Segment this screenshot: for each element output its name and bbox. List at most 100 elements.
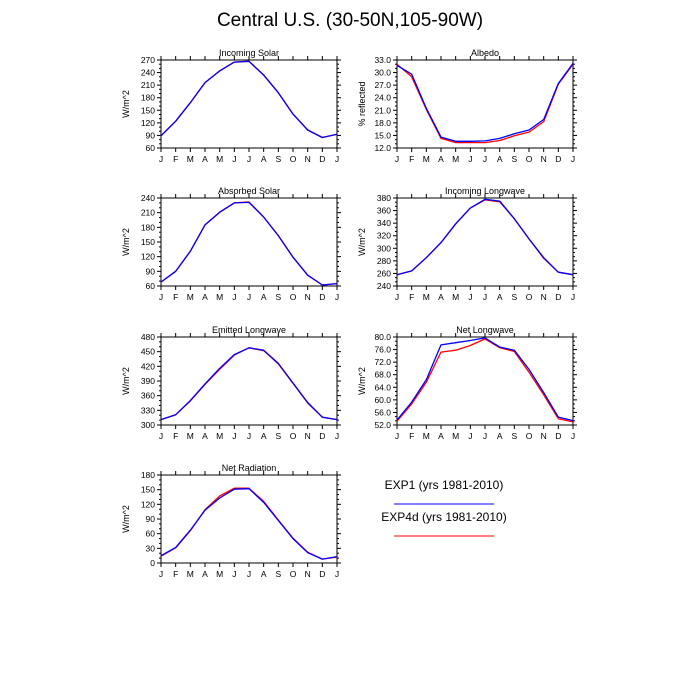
x-tick-label: J: [247, 292, 251, 302]
x-tick-label: M: [216, 292, 223, 302]
x-tick-label: J: [468, 154, 472, 164]
x-tick-label: J: [571, 292, 575, 302]
y-tick-label: 180: [141, 470, 155, 480]
y-tick-label: 60: [146, 143, 156, 153]
x-tick-label: S: [275, 569, 281, 579]
series-line-blue: [396, 63, 574, 142]
y-tick-label: 120: [141, 118, 155, 128]
x-tick-label: O: [526, 431, 533, 441]
x-tick-label: M: [423, 292, 430, 302]
y-tick-label: 15.0: [374, 130, 391, 140]
y-tick-label: 150: [141, 237, 155, 247]
plot-frame: [160, 197, 338, 287]
y-tick-label: 76.0: [374, 345, 391, 355]
panel-title: Incoming Solar: [219, 48, 279, 58]
x-tick-label: M: [216, 431, 223, 441]
x-tick-label: D: [319, 292, 325, 302]
x-tick-label: M: [187, 154, 194, 164]
panel-title: Emitted Longwave: [212, 325, 286, 335]
panel-title: Net Longwave: [456, 325, 514, 335]
x-tick-label: J: [571, 154, 575, 164]
series-line-blue: [160, 60, 338, 139]
plot-frame: [160, 336, 338, 426]
y-tick-label: 210: [141, 80, 155, 90]
x-tick-label: F: [409, 431, 414, 441]
y-tick-label: 21.0: [374, 105, 391, 115]
y-tick-label: 480: [141, 332, 155, 342]
x-tick-label: J: [395, 292, 399, 302]
panel-incoming-longwave: Incoming Longwave 240 260 280 300 320 340 360 38…: [357, 186, 577, 302]
x-tick-label: A: [261, 569, 267, 579]
y-axis-label: W/m^2: [121, 228, 131, 256]
y-tick-label: 12.0: [374, 143, 391, 153]
x-tick-label: J: [247, 154, 251, 164]
y-tick-label: 56.0: [374, 407, 391, 417]
panel-title: Net Radiation: [222, 463, 277, 473]
x-tick-label: N: [305, 154, 311, 164]
y-tick-label: 450: [141, 347, 155, 357]
panel-title: Incoming Longwave: [445, 186, 525, 196]
legend-label: EXP1 (yrs 1981-2010): [385, 478, 504, 492]
x-tick-label: O: [290, 154, 297, 164]
page-title: Central U.S. (30-50N,105-90W): [216, 10, 484, 31]
y-tick-label: 60.0: [374, 395, 391, 405]
y-tick-label: 330: [141, 405, 155, 415]
x-tick-label: A: [261, 292, 267, 302]
x-tick-label: J: [247, 431, 251, 441]
x-tick-label: J: [232, 292, 236, 302]
panel-net-longwave: Net Longwave 52.0 56.0 60.0 64.0 68.0 72.0 76.0…: [357, 325, 577, 441]
x-tick-label: J: [335, 569, 339, 579]
x-tick-label: J: [468, 431, 472, 441]
x-tick-label: A: [202, 292, 208, 302]
y-tick-label: 260: [377, 268, 391, 278]
x-tick-label: D: [319, 569, 325, 579]
y-tick-label: 360: [377, 206, 391, 216]
y-tick-label: 72.0: [374, 357, 391, 367]
x-tick-label: O: [290, 431, 297, 441]
x-tick-label: J: [232, 154, 236, 164]
y-tick-label: 18.0: [374, 118, 391, 128]
x-tick-label: J: [483, 292, 487, 302]
y-tick-label: 90: [146, 514, 156, 524]
x-tick-label: J: [232, 431, 236, 441]
y-tick-label: 24.0: [374, 93, 391, 103]
x-tick-label: S: [275, 292, 281, 302]
y-tick-label: 33.0: [374, 55, 391, 65]
y-tick-label: 0: [150, 558, 155, 568]
x-tick-label: S: [511, 431, 517, 441]
y-tick-label: 300: [141, 420, 155, 430]
x-tick-label: A: [261, 431, 267, 441]
y-tick-label: 30.0: [374, 68, 391, 78]
x-tick-label: D: [555, 292, 561, 302]
x-tick-label: M: [423, 154, 430, 164]
x-tick-label: O: [526, 154, 533, 164]
x-tick-label: N: [305, 569, 311, 579]
x-tick-label: A: [438, 431, 444, 441]
y-axis-label: W/m^2: [121, 505, 131, 533]
x-tick-label: J: [571, 431, 575, 441]
x-tick-label: D: [319, 154, 325, 164]
plot-frame: [160, 59, 338, 149]
x-tick-label: M: [423, 431, 430, 441]
plot-frame: [396, 336, 574, 426]
y-tick-label: 270: [141, 55, 155, 65]
x-tick-label: A: [202, 569, 208, 579]
x-tick-label: J: [159, 154, 163, 164]
series-line-red: [160, 201, 338, 286]
x-tick-label: F: [409, 292, 414, 302]
y-tick-label: 180: [141, 222, 155, 232]
x-tick-label: J: [159, 569, 163, 579]
y-tick-label: 64.0: [374, 382, 391, 392]
y-tick-label: 360: [141, 391, 155, 401]
x-tick-label: J: [247, 569, 251, 579]
y-tick-label: 240: [141, 193, 155, 203]
x-tick-label: D: [319, 431, 325, 441]
y-tick-label: 120: [141, 499, 155, 509]
series-line-red: [396, 338, 574, 423]
y-axis-label: % reflected: [357, 81, 367, 126]
y-tick-label: 240: [377, 281, 391, 291]
y-tick-label: 180: [141, 93, 155, 103]
